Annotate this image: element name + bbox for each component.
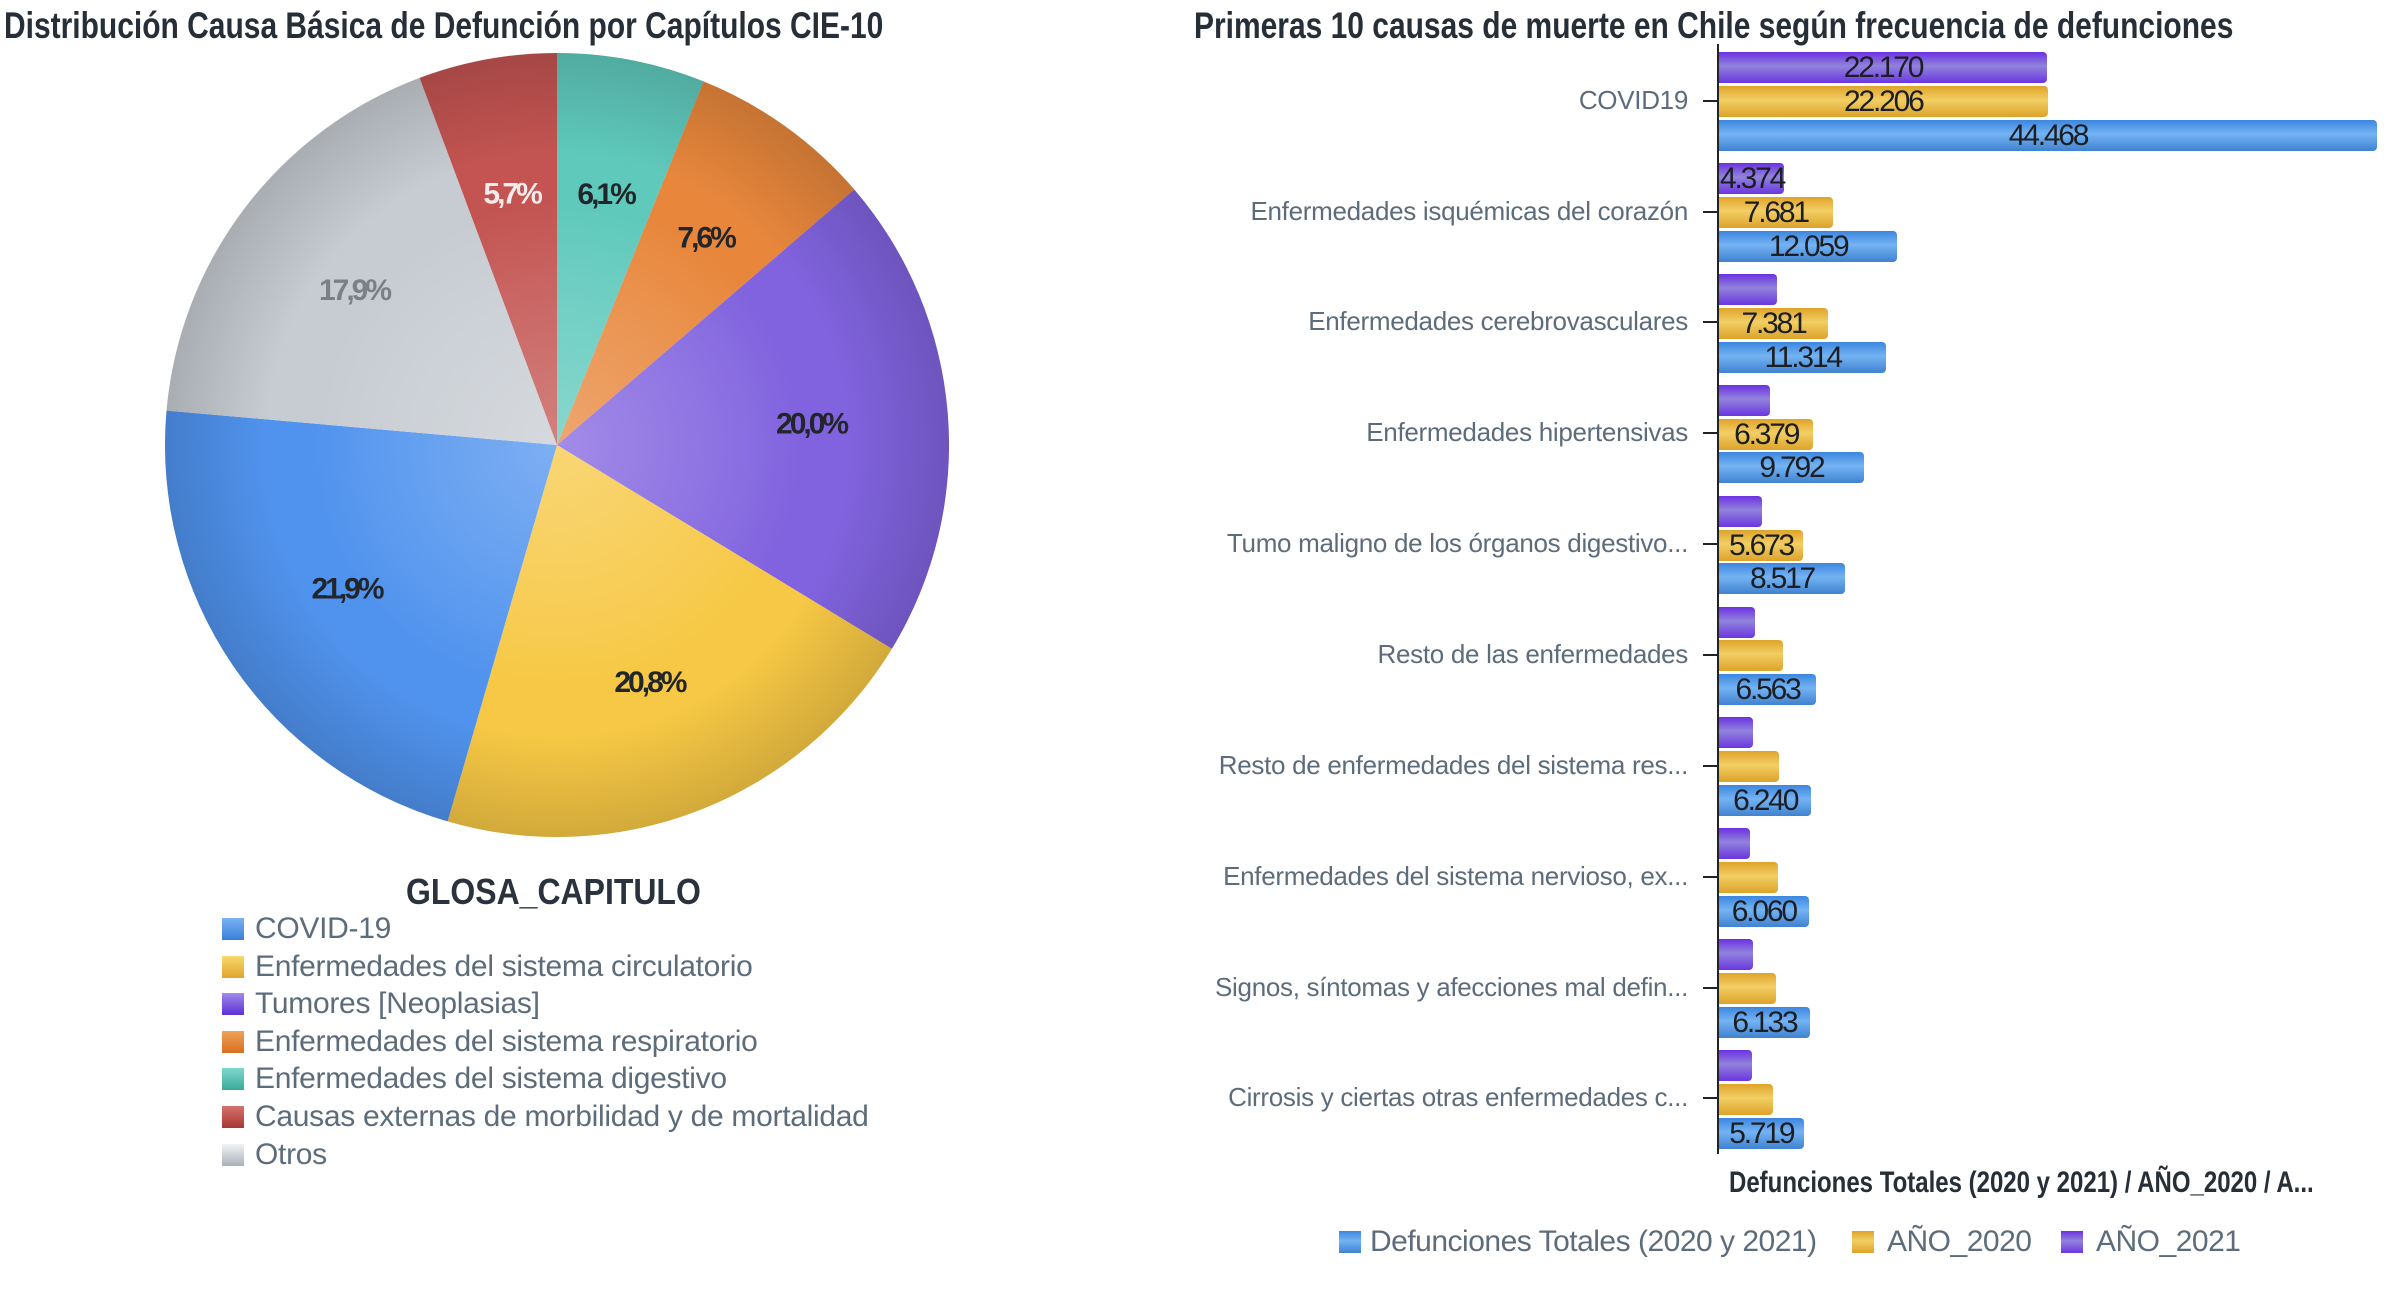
svg-text:7,6%: 7,6% bbox=[677, 221, 736, 254]
svg-text:20,0%: 20,0% bbox=[776, 408, 848, 441]
svg-text:20,8%: 20,8% bbox=[614, 666, 686, 699]
svg-text:5,7%: 5,7% bbox=[483, 178, 542, 211]
svg-text:6,1%: 6,1% bbox=[577, 178, 636, 211]
svg-text:17,9%: 17,9% bbox=[319, 274, 391, 307]
svg-text:21,9%: 21,9% bbox=[311, 573, 383, 606]
